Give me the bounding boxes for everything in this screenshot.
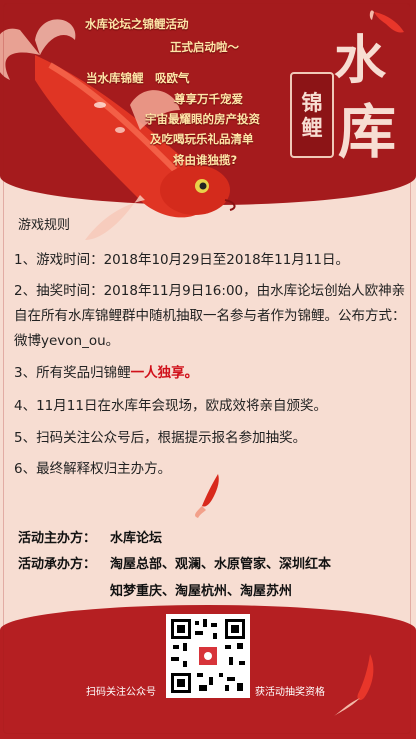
co-organizers-line-2: 知梦重庆、淘屋杭州、淘屋苏州 [110,584,293,599]
rule-4: 4、11月11日在水库年会现场，欧成效将亲自颁奖。 [14,398,327,414]
rules-heading: 游戏规则 [18,218,71,233]
rule-6: 6、最终解释权归主办方。 [14,461,172,477]
caption-eligibility: 获活动抽奖资格 [255,687,325,698]
rule-3-highlight: 一人独享。 [130,365,199,381]
host-name: 水库论坛 [110,531,163,546]
co-organizers-line-1: 淘屋总部、观澜、水原管家、深圳红本 [110,557,332,572]
swimming-fish-icon [195,474,219,518]
seal-char-1: 锦 [301,89,323,115]
intro-line-1: 水库论坛之锦鲤活动 [85,17,189,31]
intro-line-6: 及吃喝玩乐礼品清单 [150,132,254,146]
caption-scan: 扫码关注公众号 [86,687,156,698]
koi-fish-illustration [0,19,236,240]
intro-line-3: 当水库锦鲤 吸欧气 [86,71,190,85]
rule-2: 2、抽奖时间：2018年11月9日16:00，由水库论坛创始人欧神亲自在所有水库… [14,283,406,349]
seal-char-2: 鲤 [301,115,323,140]
intro-line-7: 将由谁独揽? [173,153,238,167]
intro-line-4: 尊享万千宠爱 [174,92,243,106]
co-organizer-label: 活动承办方： [18,557,97,572]
qr-code-image [169,617,247,695]
title-char-reservoir: 库 [338,98,397,166]
koi-seal: 锦 鲤 [290,72,334,158]
qr-code[interactable] [166,614,250,698]
rule-3: 3、所有奖品归锦鲤一人独享。 [14,361,410,386]
rule-5: 5、扫码关注公众号后，根据提示报名参加抽奖。 [14,430,307,446]
rule-1: 1、游戏时间：2018年10月29日至2018年11月11日。 [14,252,350,268]
small-fish-icon [369,10,404,33]
footer-fish-icon [334,654,374,716]
intro-line-2: 正式启动啦～ [170,40,239,54]
intro-line-5: 宇宙最耀眼的房产投资 [145,112,260,126]
title-char-water: 水 [334,30,387,91]
host-label: 活动主办方： [18,531,97,546]
rule-3-text: 3、所有奖品归锦鲤 [14,365,131,381]
